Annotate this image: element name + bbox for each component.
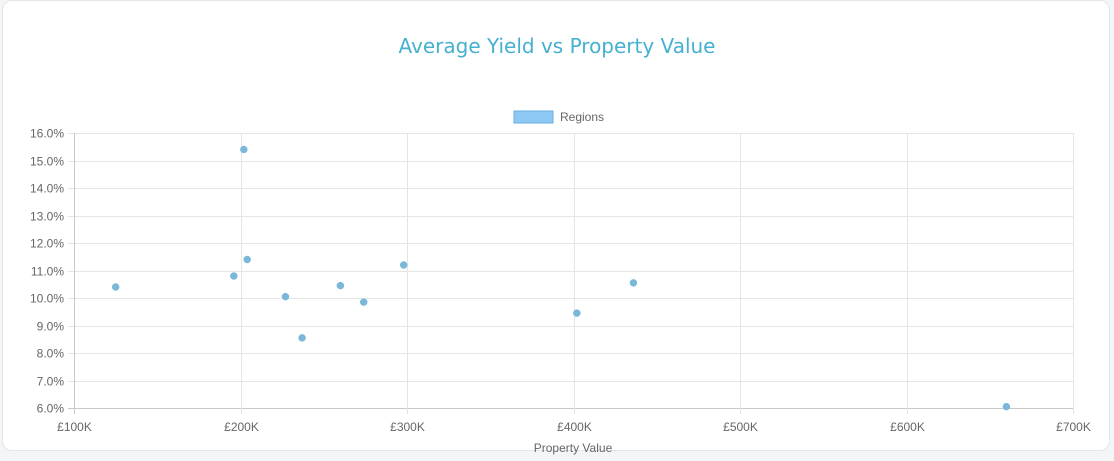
y-tick-label: 12.0% [30,237,64,251]
x-tick-label: £600K [890,420,925,434]
data-point[interactable] [399,261,408,269]
y-tick-label: 10.0% [30,292,64,306]
data-point[interactable] [359,298,368,306]
legend-label[interactable]: Regions [560,110,604,124]
legend-swatch[interactable] [513,110,554,124]
data-point[interactable] [1002,402,1011,411]
y-tick-label: 7.0% [37,375,65,389]
data-point[interactable] [230,272,238,280]
y-tick-label: 15.0% [30,155,64,169]
legend[interactable]: Regions [513,110,604,124]
x-axis-title: Property Value [534,441,613,455]
grid [68,133,1074,414]
x-tick-label: £200K [224,420,259,434]
y-axis-ticks: 16.0% 15.0% 14.0% 13.0% 12.0% 11.0% 10.0% 9.0% 8… [30,127,64,416]
y-tick-label: 8.0% [37,347,65,361]
data-points [111,145,1011,411]
data-point[interactable] [281,292,290,301]
data-point[interactable] [111,283,120,291]
x-tick-label: £400K [557,420,592,434]
data-point[interactable] [298,334,306,342]
y-tick-label: 6.0% [37,402,65,416]
y-tick-label: 13.0% [30,210,64,224]
x-tick-label: £300K [390,420,425,434]
y-tick-label: 9.0% [37,320,65,334]
x-tick-label: £700K [1056,420,1091,434]
y-tick-label: 16.0% [30,127,64,141]
data-point[interactable] [573,309,581,317]
data-point[interactable] [240,145,248,154]
y-tick-label: 14.0% [30,182,64,196]
chart-card [2,0,1110,451]
x-tick-label: £100K [57,420,92,434]
x-axis-ticks: £100K £200K £300K £400K £500K £600K £700K [57,420,1091,434]
y-tick-label: 11.0% [31,265,64,279]
chart-title: Average Yield vs Property Value [398,34,716,58]
data-point[interactable] [243,255,251,264]
data-point[interactable] [629,279,638,287]
data-point[interactable] [336,281,345,290]
x-tick-label: £500K [723,420,758,434]
